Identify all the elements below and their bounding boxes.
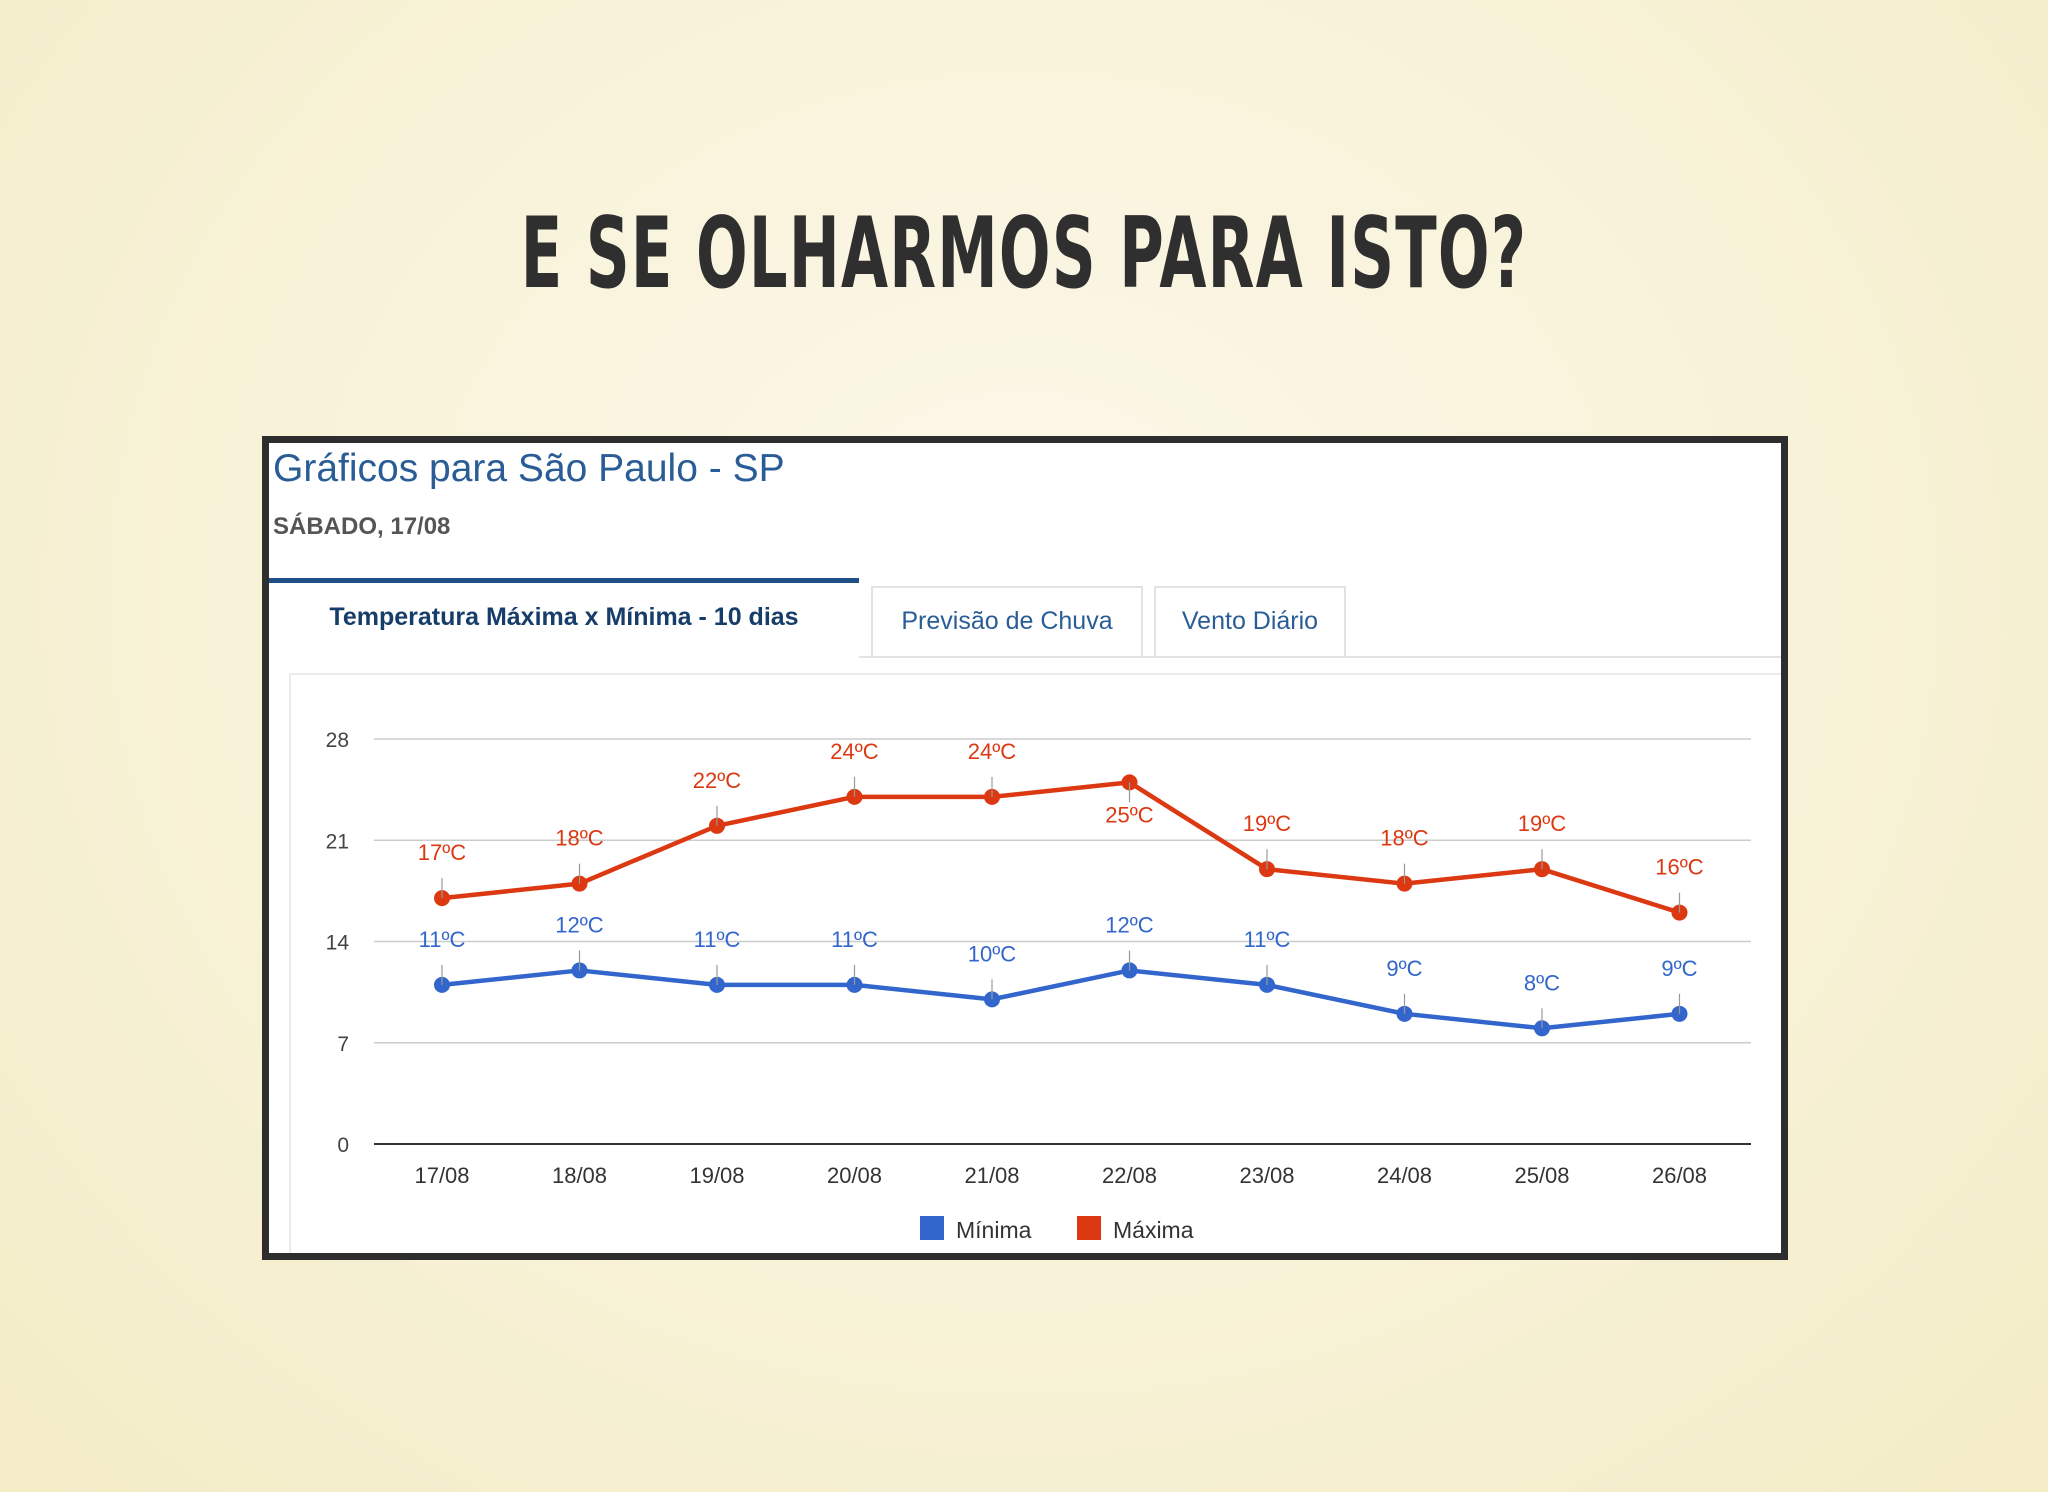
data-label: 12ºC — [555, 912, 604, 937]
data-label: 19ºC — [1518, 811, 1567, 836]
legend-label: Mínima — [956, 1217, 1032, 1243]
y-tick-label: 7 — [337, 1033, 349, 1056]
x-tick-label: 22/08 — [1102, 1163, 1157, 1188]
data-label: 24ºC — [968, 739, 1017, 764]
data-label: 18ºC — [555, 826, 604, 851]
data-label: 18ºC — [1380, 826, 1429, 851]
y-tick-label: 14 — [326, 932, 350, 955]
x-tick-label: 25/08 — [1514, 1163, 1569, 1188]
data-label: 19ºC — [1243, 811, 1292, 836]
y-tick-label: 21 — [326, 830, 349, 853]
data-label: 12ºC — [1105, 912, 1154, 937]
slide-title: E SE OLHARMOS PARA ISTO? — [520, 197, 1528, 311]
data-label: 17ºC — [418, 840, 467, 865]
x-tick-label: 26/08 — [1652, 1163, 1707, 1188]
data-point — [1534, 861, 1550, 878]
series-line — [441, 780, 1681, 915]
data-label: 9ºC — [1386, 956, 1422, 981]
x-tick-label: 17/08 — [414, 1163, 469, 1188]
x-tick-label: 21/08 — [964, 1163, 1019, 1188]
tab-rain-forecast[interactable]: Previsão de Chuva — [871, 586, 1143, 658]
tab-daily-wind[interactable]: Vento Diário — [1154, 586, 1346, 658]
x-tick-label: 20/08 — [827, 1163, 882, 1188]
data-point — [1121, 774, 1138, 791]
data-label: 25ºC — [1105, 802, 1154, 827]
screenshot-frame: Gráficos para São Paulo - SP SÁBADO, 17/… — [262, 436, 1788, 1260]
tab-temperature[interactable]: Temperatura Máxima x Mínima - 10 dias — [269, 578, 859, 658]
data-label: 9ºC — [1661, 956, 1697, 981]
data-label: 10ºC — [968, 941, 1017, 966]
x-tick-label: 24/08 — [1377, 1163, 1432, 1188]
x-tick-label: 19/08 — [689, 1163, 744, 1188]
data-label: 11ºC — [1244, 927, 1291, 952]
x-tick-label: 18/08 — [552, 1163, 607, 1188]
series-line — [441, 968, 1680, 1031]
x-tick-label: 23/08 — [1239, 1163, 1294, 1188]
chart-panel — [289, 673, 1781, 1253]
data-point — [984, 788, 1000, 805]
y-tick-label: 0 — [337, 1134, 349, 1157]
data-label: 11ºC — [831, 927, 878, 952]
data-point — [846, 788, 863, 805]
y-tick-label: 28 — [326, 729, 349, 752]
data-point — [434, 890, 450, 907]
legend-swatch — [920, 1216, 944, 1240]
widget-title: Gráficos para São Paulo - SP — [273, 447, 785, 490]
legend-swatch — [1077, 1216, 1101, 1240]
data-label: 11ºC — [694, 927, 741, 952]
temperature-chart: 11ºC 12ºC 11ºC 11ºC 10ºC 12ºC 11ºC 9ºC 8ºC 9ºC 17º… — [326, 729, 1751, 1243]
legend-label: Máxima — [1113, 1217, 1194, 1243]
tab-bar: Temperatura Máxima x Mínima - 10 dias Pr… — [269, 578, 1781, 658]
data-label: 8ºC — [1524, 970, 1560, 995]
data-point — [1259, 861, 1275, 878]
data-label: 11ºC — [419, 927, 466, 952]
widget-date: SÁBADO, 17/08 — [273, 513, 451, 540]
tab-divider — [859, 656, 1781, 658]
data-label: 24ºC — [830, 739, 879, 764]
data-label: 16ºC — [1655, 855, 1704, 880]
data-label: 22ºC — [693, 768, 742, 793]
